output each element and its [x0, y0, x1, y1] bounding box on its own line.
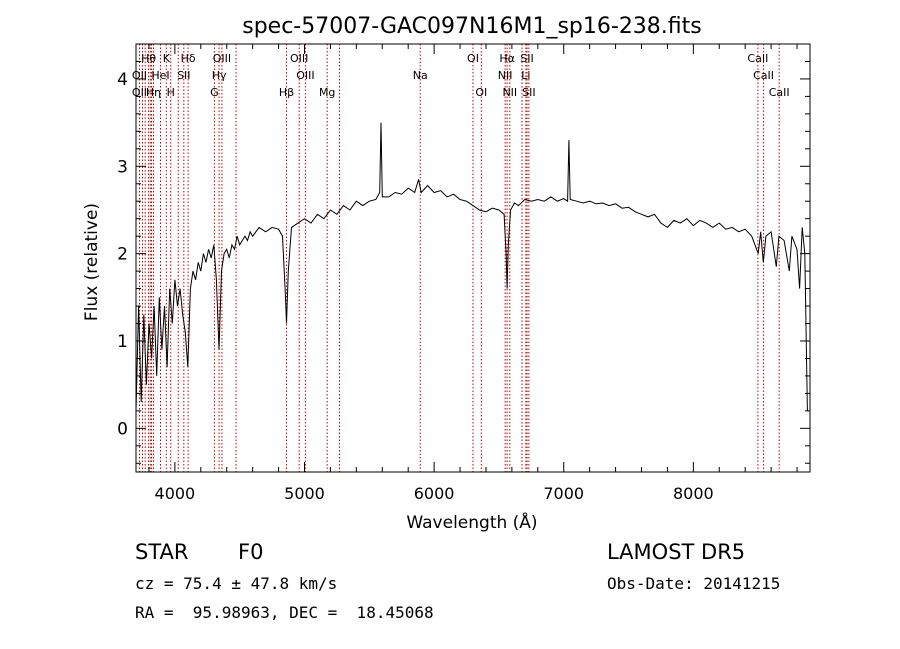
coordinates: RA = 95.98963, DEC = 18.45068 [135, 603, 434, 622]
x-tick-label: 5000 [284, 484, 325, 503]
line-marker-label: Hη [146, 86, 161, 99]
x-tick-label: 4000 [155, 484, 196, 503]
line-marker-label: CaII [747, 52, 768, 65]
line-marker-label: Hδ [181, 52, 196, 65]
x-tick-label: 7000 [543, 484, 584, 503]
plot-frame [135, 43, 811, 473]
line-marker-label: SII [522, 86, 535, 99]
line-marker-label: Hθ [141, 52, 156, 65]
x-axis-label: Wavelength (Å) [406, 511, 537, 533]
line-marker-label: Li [521, 69, 530, 82]
object-class: STAR [135, 540, 189, 564]
object-subclass: F0 [238, 540, 264, 564]
line-marker-label: Mg [319, 86, 335, 99]
redshift-cz: cz = 75.4 ± 47.8 km/s [135, 574, 338, 593]
line-marker-label: NII [498, 69, 513, 82]
y-tick-label: 0 [117, 419, 128, 439]
line-marker-label: OIII [296, 69, 314, 82]
line-marker-label: OIII [290, 52, 308, 65]
marker-lines [138, 44, 780, 472]
line-marker-label: SII [520, 52, 533, 65]
line-marker-label: OI [475, 86, 487, 99]
line-marker-label: CaII [769, 86, 790, 99]
line-marker-label: Hγ [212, 69, 227, 82]
line-marker-label: Na [413, 69, 428, 82]
line-marker-label: OIII [213, 52, 231, 65]
line-marker-label: HeI [151, 69, 169, 82]
line-marker-label: CaII [753, 69, 774, 82]
line-marker-label: OII [132, 69, 147, 82]
y-tick-label: 2 [117, 245, 128, 265]
y-tick-label: 3 [117, 157, 128, 177]
line-marker-label: K [163, 52, 171, 65]
line-marker-label: Hα [499, 52, 515, 65]
y-axis: 0 1 2 3 4 [117, 60, 810, 464]
line-marker-label: SII [177, 69, 190, 82]
observation-date: Obs-Date: 20141215 [607, 574, 781, 593]
x-axis: 4000 5000 6000 7000 8000 [148, 44, 798, 503]
x-tick-label: 8000 [673, 484, 714, 503]
line-marker-label: OII [132, 86, 147, 99]
data-release: LAMOST DR5 [607, 540, 746, 564]
x-tick-label: 6000 [414, 484, 455, 503]
line-marker-label: Hβ [279, 86, 294, 99]
spectrum-line [135, 122, 808, 411]
y-tick-label: 4 [117, 70, 128, 90]
line-marker-label: NII [502, 86, 517, 99]
line-marker-label: H [167, 86, 175, 99]
y-tick-label: 1 [117, 332, 128, 352]
chart-title: spec-57007-GAC097N16M1_sp16-238.fits [242, 14, 702, 39]
marker-labels: Hθ OII OII K Hδ OIII OIII OI Hα SII CaII HeI SII Hγ OI… [132, 52, 790, 99]
y-axis-label: Flux (relative) [82, 203, 102, 321]
line-marker-label: OI [467, 52, 479, 65]
line-marker-label: G [210, 86, 219, 99]
